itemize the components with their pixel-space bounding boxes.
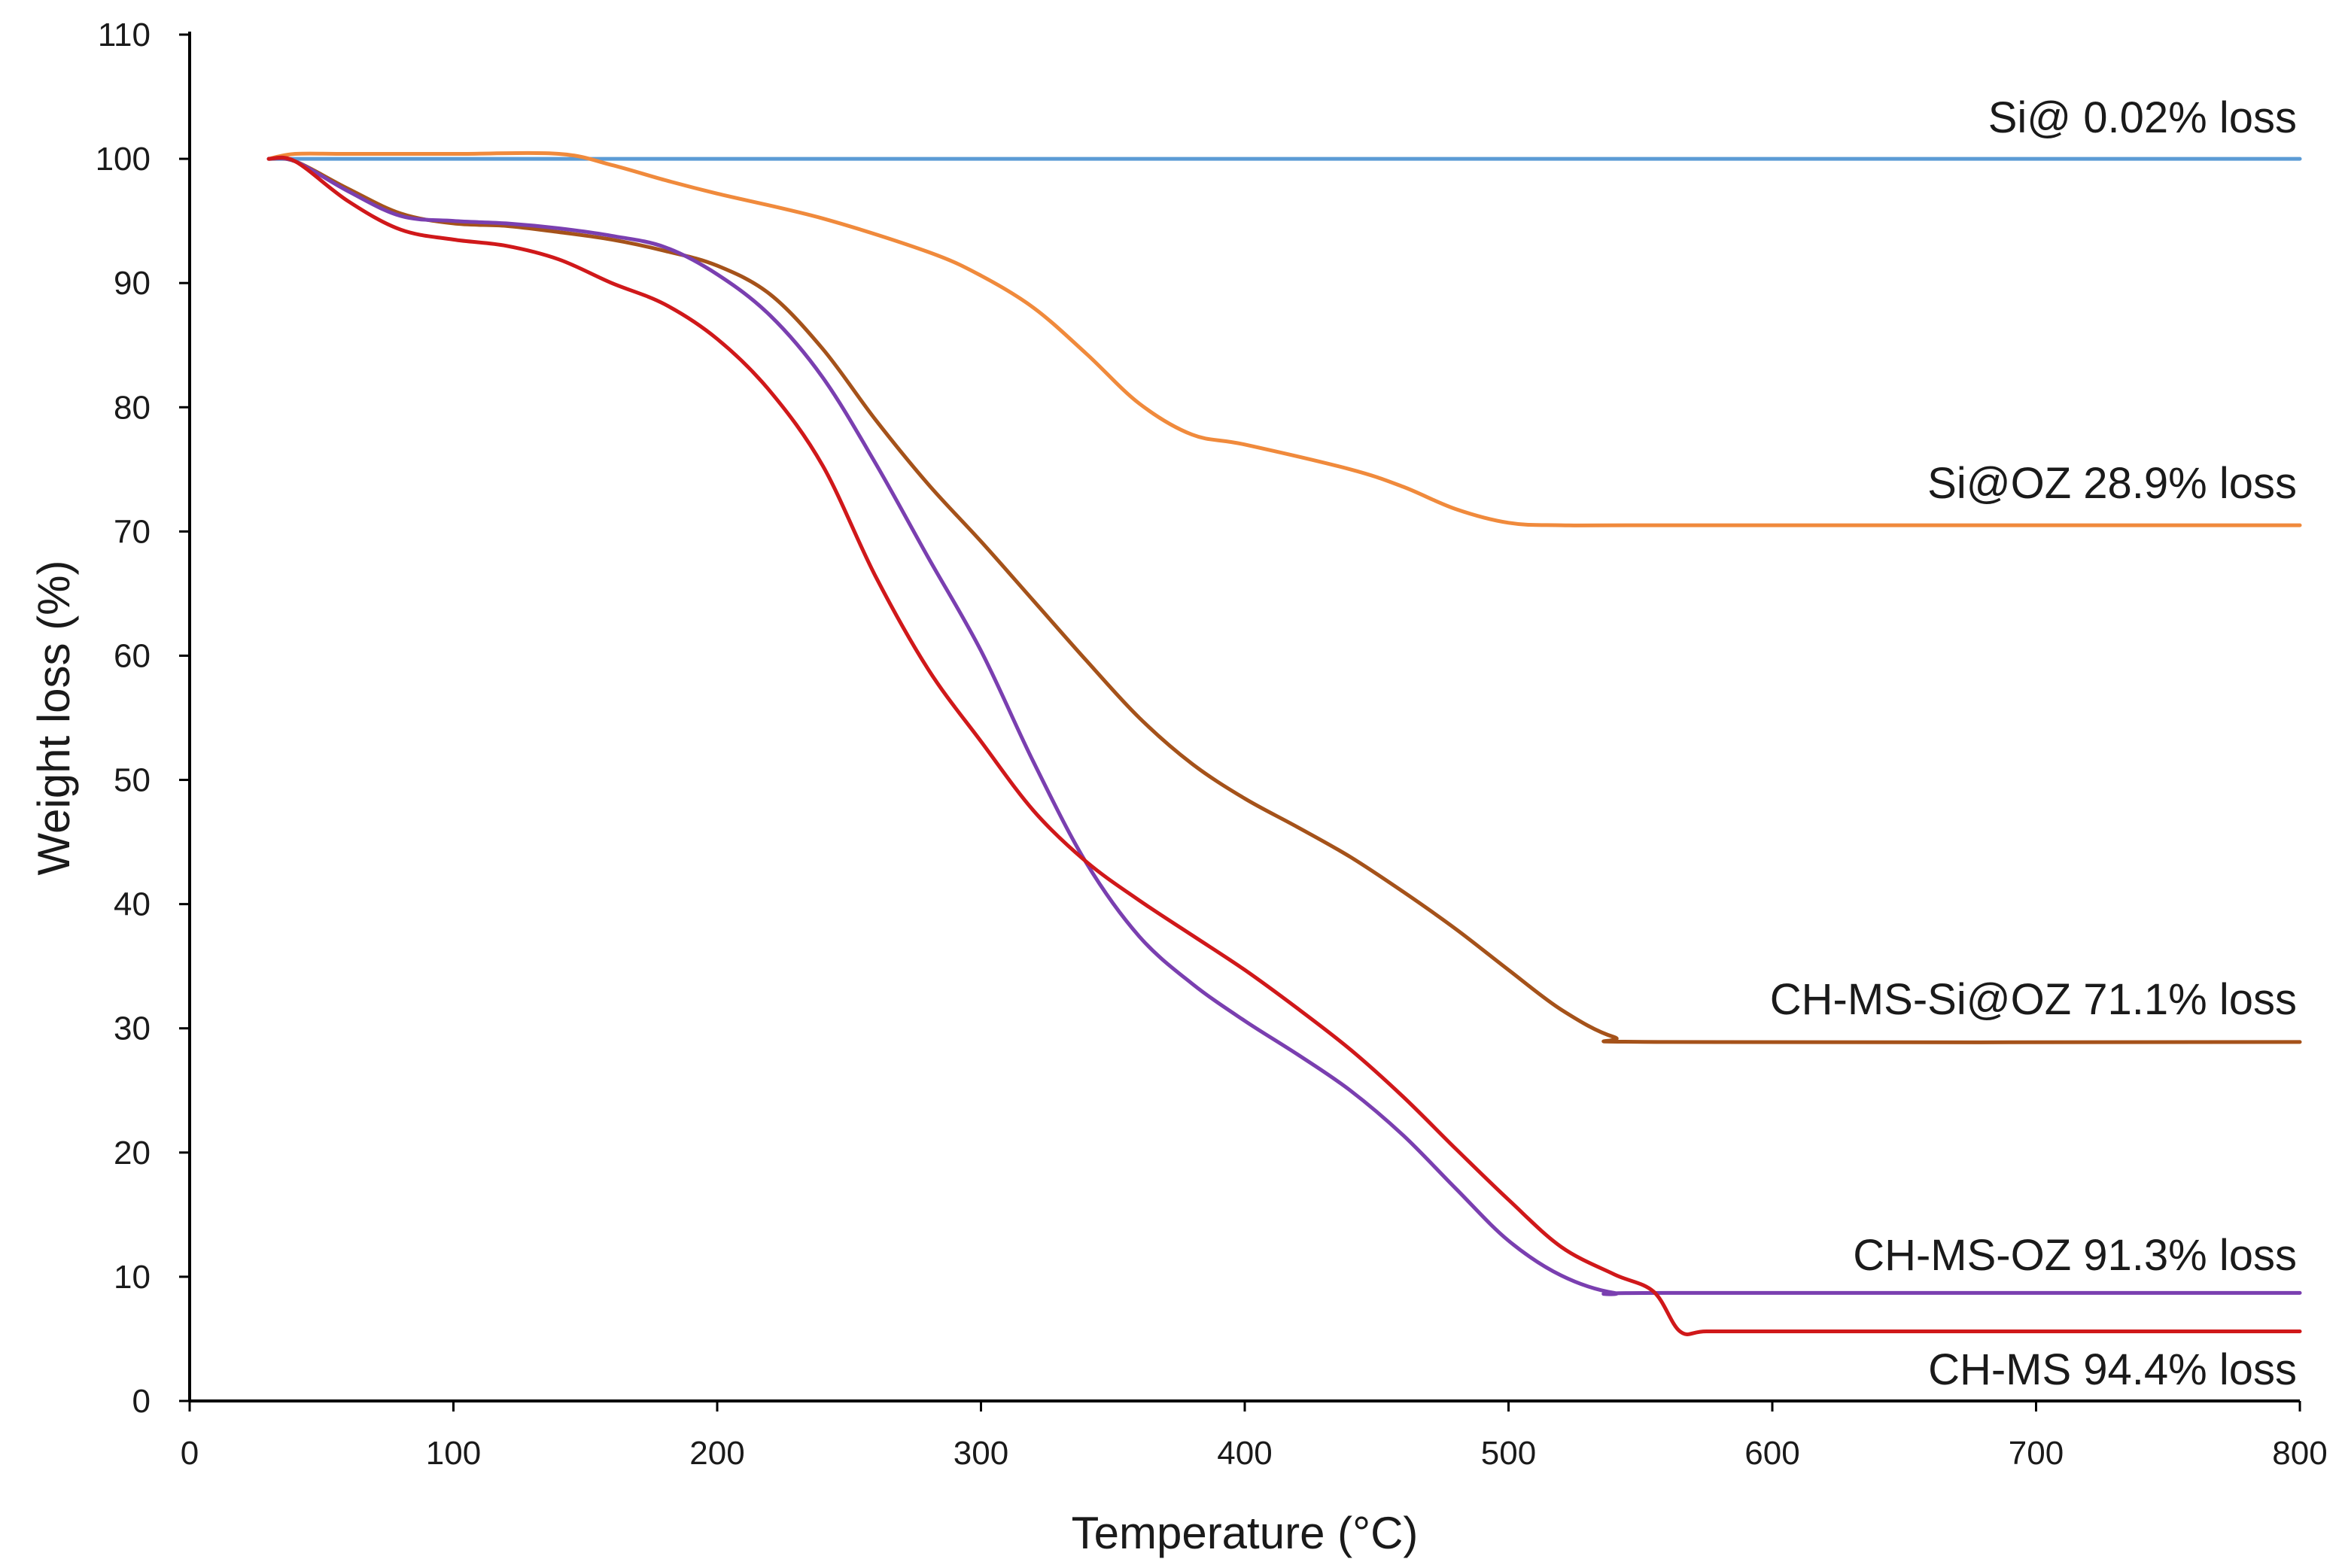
series-label-si-oz: Si@OZ 28.9% loss <box>1927 459 2297 508</box>
y-axis-title: Weight loss (%) <box>29 560 79 875</box>
y-tick-label: 110 <box>98 17 151 53</box>
y-tick-label: 80 <box>114 389 151 426</box>
y-tick-label: 90 <box>114 265 151 302</box>
series-line-ch-ms-oz <box>266 156 2302 1296</box>
labels-layer: Temperature (°C) Weight loss (%) Si@ 0.02%… <box>29 93 2297 1558</box>
x-axis-title: Temperature (°C) <box>1072 1508 1419 1558</box>
y-tick-label: 70 <box>114 513 151 550</box>
x-tick-label: 0 <box>181 1435 199 1472</box>
y-tick-label: 50 <box>114 762 151 799</box>
series-label-ch-ms-si-oz: CH-MS-Si@OZ 71.1% loss <box>1770 975 2297 1024</box>
y-tick-label: 20 <box>114 1135 151 1171</box>
axes-layer: 0 10 20 30 40 50 60 70 80 90 100 110 0 100 200 300 400 50… <box>96 17 2328 1472</box>
series-label-si: Si@ 0.02% loss <box>1988 93 2297 142</box>
x-tick-label: 800 <box>2272 1435 2327 1472</box>
series-label-ch-ms-oz: CH-MS-OZ 91.3% loss <box>1853 1231 2297 1280</box>
x-tick-label: 500 <box>1481 1435 1536 1472</box>
y-tick-label: 100 <box>96 141 151 178</box>
x-tick-label: 400 <box>1217 1435 1272 1472</box>
x-tick-label: 300 <box>954 1435 1008 1472</box>
series-line-si-oz <box>266 150 2302 527</box>
x-tick-label: 200 <box>689 1435 744 1472</box>
x-tick-label: 100 <box>426 1435 481 1472</box>
y-tick-label: 30 <box>114 1010 151 1047</box>
y-tick-label: 10 <box>114 1259 151 1296</box>
series-line-ch-ms <box>266 155 2302 1336</box>
y-tick-label: 40 <box>114 886 151 923</box>
series-line-ch-ms-si-oz <box>266 156 2302 1044</box>
series-label-ch-ms: CH-MS 94.4% loss <box>1928 1345 2297 1394</box>
series-layer <box>266 150 2302 1336</box>
y-tick-label: 60 <box>114 637 151 674</box>
x-tick-label: 700 <box>2009 1435 2064 1472</box>
x-tick-label: 600 <box>1744 1435 1799 1472</box>
y-tick-label: 0 <box>132 1383 151 1420</box>
